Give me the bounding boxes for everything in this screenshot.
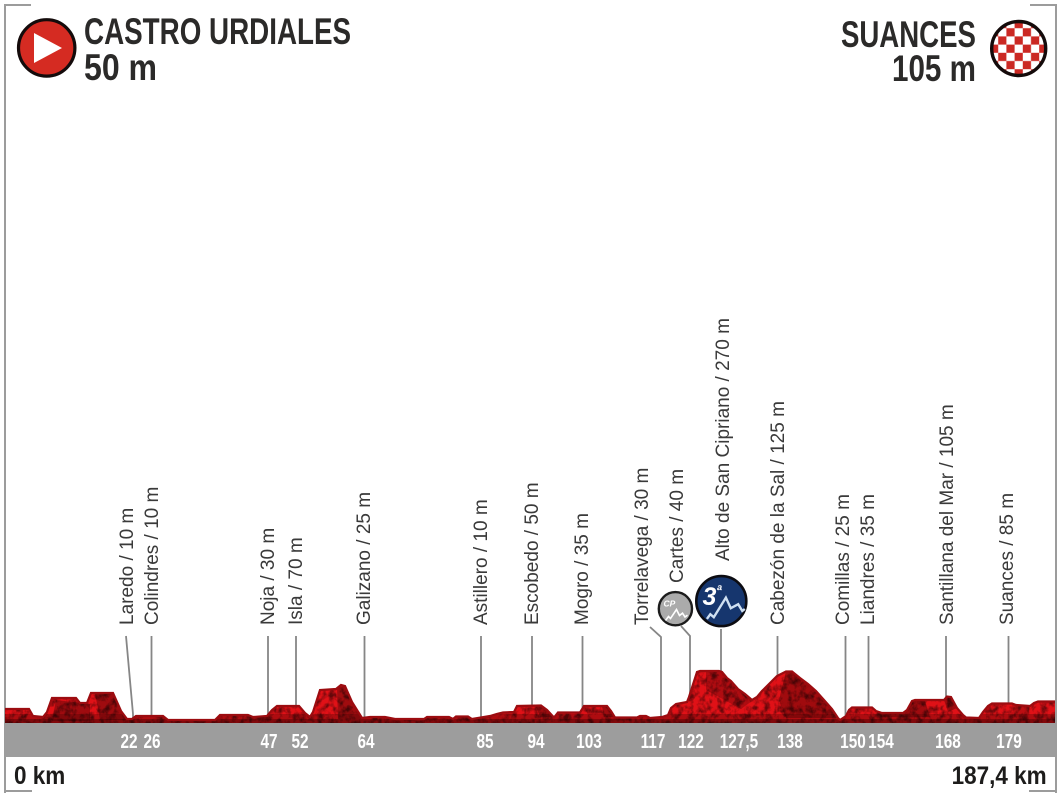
svg-text:CP: CP bbox=[664, 599, 676, 609]
